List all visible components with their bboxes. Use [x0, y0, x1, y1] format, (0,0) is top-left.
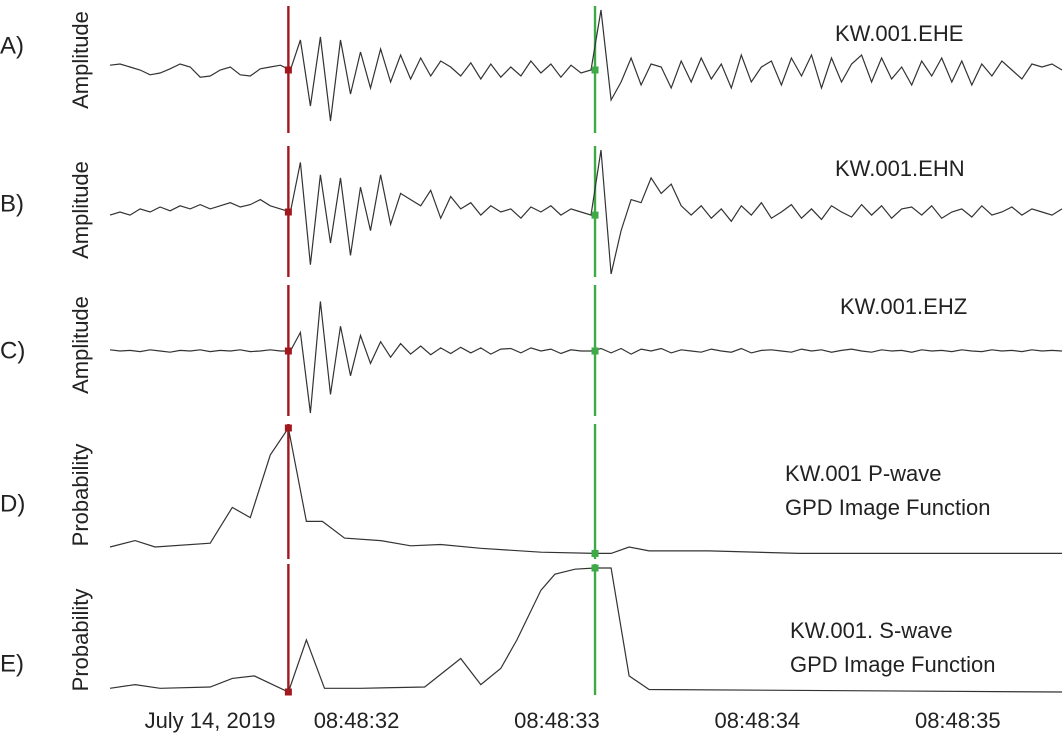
panel-title: KW.001.EHZ: [840, 294, 967, 319]
panel-label: A): [0, 32, 24, 59]
trace: [109, 149, 1063, 275]
pick-marker: [591, 211, 599, 219]
pick-marker: [591, 347, 599, 355]
y-axis-label: Probability: [68, 589, 93, 692]
pick-marker: [591, 549, 599, 557]
pick-marker: [591, 564, 599, 572]
panel-label: E): [0, 650, 24, 677]
panel-title: KW.001.EHN: [835, 156, 965, 181]
pick-marker: [284, 347, 292, 355]
y-axis-label: Amplitude: [68, 296, 93, 394]
pick-marker: [591, 66, 599, 74]
trace: [109, 9, 1063, 122]
panel-label: B): [0, 190, 24, 217]
x-tick-label: 08:48:34: [715, 708, 801, 733]
panel-label: D): [0, 490, 25, 517]
y-axis-label: Probability: [68, 444, 93, 547]
x-tick-label: 08:48:35: [915, 708, 1001, 733]
trace: [109, 567, 1063, 693]
x-tick-label: 08:48:33: [514, 708, 600, 733]
trace: [109, 301, 1063, 414]
date-label: July 14, 2019: [145, 708, 276, 733]
panel-label: C): [0, 337, 25, 364]
panel-title: GPD Image Function: [785, 495, 990, 520]
y-axis-label: Amplitude: [68, 11, 93, 109]
trace: [109, 426, 1062, 554]
panel-title: KW.001.EHE: [835, 21, 963, 46]
panel-title: KW.001 P-wave: [785, 461, 942, 486]
pick-marker: [284, 66, 292, 74]
panel-title: GPD Image Function: [790, 652, 995, 677]
pick-marker: [284, 208, 292, 216]
pick-marker: [284, 424, 292, 432]
x-tick-label: 08:48:32: [314, 708, 400, 733]
y-axis-label: Amplitude: [68, 161, 93, 259]
panel-title: KW.001. S-wave: [790, 618, 953, 643]
pick-marker: [284, 688, 292, 696]
